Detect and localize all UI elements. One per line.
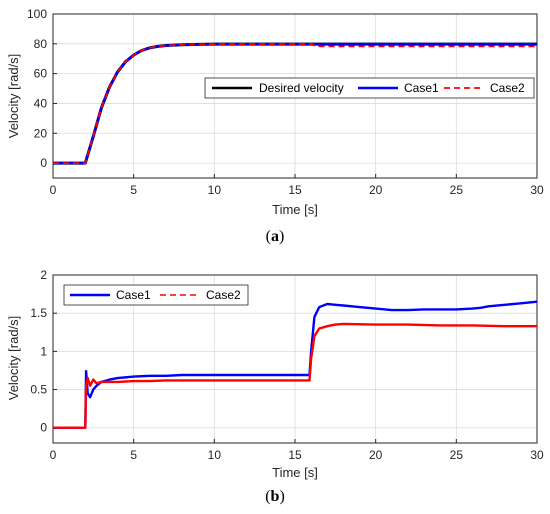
y-tick-label: 100 (27, 7, 47, 21)
x-tick-label: 5 (130, 448, 137, 462)
panel-b-legend: Case1 Case2 (63, 284, 249, 306)
x-tick-label: 20 (369, 448, 383, 462)
y-tick-label: 1 (40, 344, 47, 358)
x-tick-label: 10 (208, 183, 222, 197)
y-tick-label: 40 (34, 96, 48, 110)
y-tick-label: 2 (40, 268, 47, 282)
panel-a-xlabel: Time [s] (272, 202, 318, 217)
series-line-case2 (53, 43, 537, 165)
y-tick-label: 20 (34, 126, 48, 140)
legend-label-desired-velocity: Desired velocity (259, 81, 344, 95)
panel-a: 0 5 10 15 20 25 30 0 20 40 60 80 100 Time [s] Veloc… (6, 7, 544, 245)
y-tick-label: 1.5 (30, 306, 47, 320)
x-tick-label: 10 (208, 448, 222, 462)
panel-b: 0 5 10 15 20 25 30 0 0.5 1 1.5 2 Time [s] Velocity… (6, 268, 544, 505)
panel-b-x-ticks: 0 5 10 15 20 25 30 (50, 439, 544, 462)
x-tick-label: 20 (369, 183, 383, 197)
y-tick-label: 80 (34, 37, 48, 51)
x-tick-label: 30 (530, 448, 544, 462)
panel-b-y-ticks: 0 0.5 1 1.5 2 (30, 268, 57, 435)
series-line-case2 (53, 322, 537, 429)
legend-label-case2-b: Case2 (206, 288, 241, 302)
panel-b-legend-box (63, 284, 249, 306)
x-tick-label: 15 (288, 183, 302, 197)
panel-a-caption-letter: a (271, 228, 279, 245)
x-tick-label: 0 (50, 183, 57, 197)
panel-b-caption-letter: b (271, 488, 280, 505)
panel-b-ylabel: Velocity [rad/s] (6, 316, 21, 401)
panel-a-series (53, 42, 537, 165)
legend-label-case2-a: Case2 (490, 81, 525, 95)
y-tick-label: 0 (40, 156, 47, 170)
legend-label-case1-b: Case1 (116, 288, 151, 302)
panel-a-ylabel: Velocity [rad/s] (6, 54, 21, 139)
x-tick-label: 0 (50, 448, 57, 462)
series-line-case1 (53, 42, 537, 165)
panel-b-series (53, 300, 538, 429)
y-tick-label: 0 (40, 421, 47, 435)
x-tick-label: 25 (450, 183, 464, 197)
x-tick-label: 5 (130, 183, 137, 197)
legend-label-case1-a: Case1 (404, 81, 439, 95)
panel-b-xlabel: Time [s] (272, 465, 318, 480)
x-tick-label: 15 (288, 448, 302, 462)
x-tick-label: 25 (450, 448, 464, 462)
panel-a-y-ticks: 0 20 40 60 80 100 (27, 7, 57, 170)
panel-b-caption: (b) (265, 488, 285, 505)
y-tick-label: 60 (34, 67, 48, 81)
y-tick-label: 0.5 (30, 383, 47, 397)
x-tick-label: 30 (530, 183, 544, 197)
panel-a-legend: Desired velocity Case1 Case2 (204, 77, 535, 99)
panel-a-x-ticks: 0 5 10 15 20 25 30 (50, 174, 544, 197)
panel-a-caption: (a) (266, 228, 285, 245)
